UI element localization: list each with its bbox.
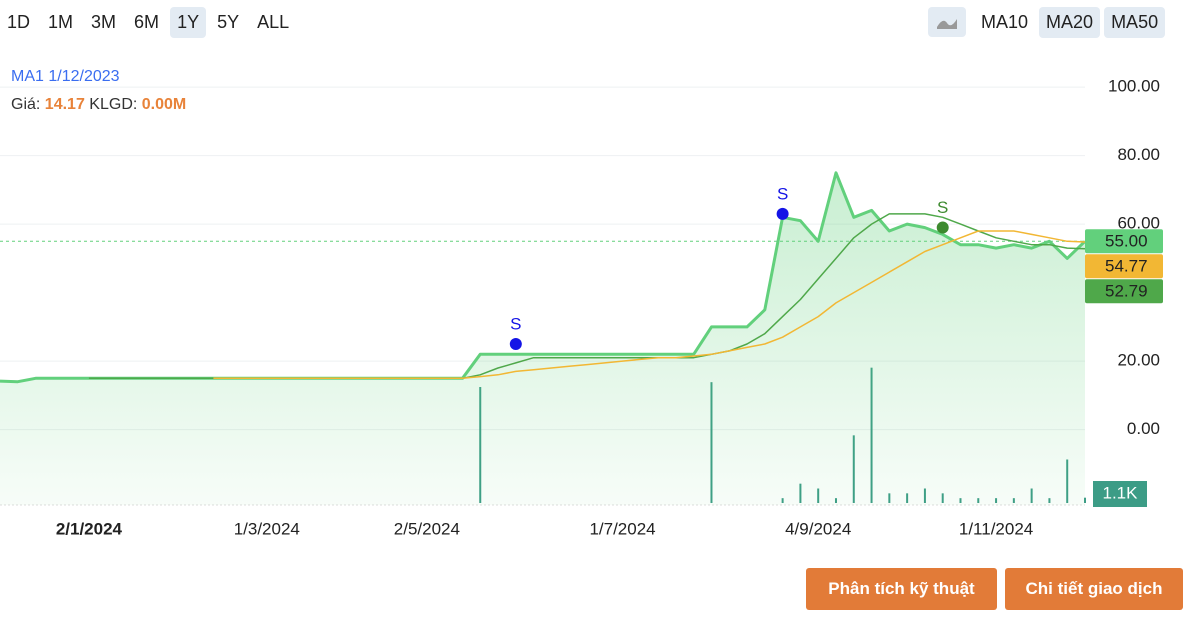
- info-date: 1/12/2023: [48, 68, 120, 85]
- y-tick-label: 20.00: [1117, 351, 1160, 370]
- range-button[interactable]: 3M: [91, 11, 117, 32]
- x-tick-label: 2/1/2024: [56, 519, 123, 538]
- info-price-label: Giá:: [11, 96, 41, 113]
- last-value-box: [1085, 229, 1163, 254]
- info-price: 14.17: [44, 96, 85, 113]
- y-tick-label: 0.00: [1127, 419, 1160, 438]
- signal-label: S: [510, 315, 521, 334]
- info-series: MA1: [11, 68, 44, 85]
- range-button[interactable]: 5Y: [217, 11, 240, 32]
- line: [213, 230, 1086, 380]
- y-tick-label: 60.00: [1117, 214, 1160, 233]
- y-tick-label: 100.00: [1108, 77, 1160, 96]
- price-area: [0, 172, 1085, 506]
- range-button[interactable]: 1M: [48, 11, 74, 32]
- x-tick-label: 2/5/2024: [394, 519, 460, 538]
- indicator-button[interactable]: MA10: [981, 11, 1029, 32]
- volume-tag: 1.1K: [1093, 481, 1147, 507]
- x-tick-label: 4/9/2024: [785, 519, 851, 538]
- signal-label: S: [937, 198, 948, 217]
- x-tick-label: 1/11/2024: [959, 519, 1033, 538]
- action-button[interactable]: Phân tích kỹ thuật: [806, 568, 997, 610]
- last-value-box: [1085, 279, 1163, 304]
- y-tick-label: 80.00: [1117, 145, 1160, 164]
- indicator-button[interactable]: MA50: [1104, 6, 1166, 38]
- signal-dot: [509, 338, 522, 351]
- volume-tag-label: 1.1K: [1103, 483, 1139, 502]
- range-button[interactable]: 6M: [134, 11, 160, 32]
- indicator-bar: MA10 MA20 MA50: [928, 6, 1169, 38]
- info: MA1 1/12/2023 Giá: 14.17 KLGD: 0.00M: [11, 63, 186, 119]
- signal-dot: [776, 207, 789, 220]
- x-tick-label: 1/3/2024: [234, 519, 300, 538]
- info-volume-label: KLGD:: [89, 96, 138, 113]
- range-button[interactable]: 1D: [7, 11, 31, 32]
- last-value-box: [1085, 254, 1163, 279]
- last-value-label: 54.77: [1105, 257, 1148, 276]
- volume-tag-box: [1093, 481, 1147, 507]
- indicator-button[interactable]: MA20: [1039, 6, 1101, 38]
- info-volume: 0.00M: [141, 96, 187, 113]
- x-tick-label: 1/7/2024: [589, 519, 655, 538]
- chart: 100.00 80.00 60.00 20.00 0.00 2/1/2024 1/3/202…: [0, 77, 1163, 538]
- range-bar: 1D 1M 3M 6M 1Y 5Y ALL: [0, 6, 300, 38]
- signal-dot: [936, 221, 949, 234]
- last-value-label: 52.79: [1105, 282, 1148, 301]
- range-button[interactable]: 1Y: [170, 6, 207, 38]
- chart-style-button[interactable]: [928, 7, 966, 37]
- last-value-label: 55.00: [1105, 232, 1148, 251]
- range-button[interactable]: ALL: [257, 11, 290, 32]
- action-button[interactable]: Chi tiết giao dịch: [1005, 568, 1183, 610]
- signal-label: S: [777, 184, 788, 203]
